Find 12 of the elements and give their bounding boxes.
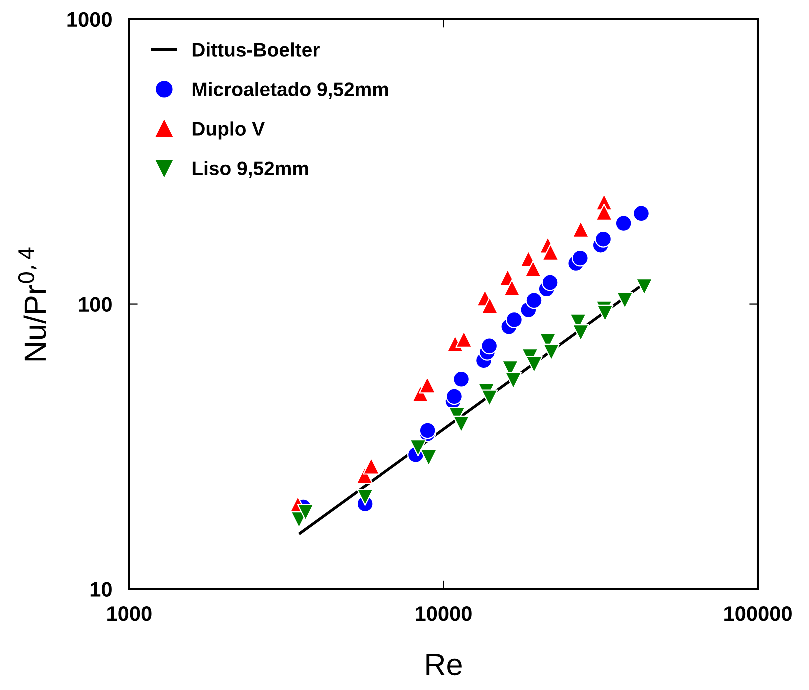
legend-label: Duplo V <box>192 122 265 140</box>
legend-label: Liso 9,52mm <box>192 161 308 178</box>
y-tick-label: 100 <box>79 297 112 312</box>
y-axis-title: Nu/Pr$^{0,4}$ <box>18 248 46 361</box>
x-tick-label: 1000 <box>108 606 152 622</box>
y-tick-label: 1000 <box>68 12 112 28</box>
y-tick-label: 10 <box>90 582 112 598</box>
x-tick-label: 10000 <box>416 606 472 622</box>
legend-label: Microaletado 9,52mm <box>192 82 388 100</box>
x-axis-title: Re <box>426 654 462 676</box>
legend-label: Dittus-Boelter <box>192 42 320 57</box>
x-tick-label: 100000 <box>724 606 792 622</box>
